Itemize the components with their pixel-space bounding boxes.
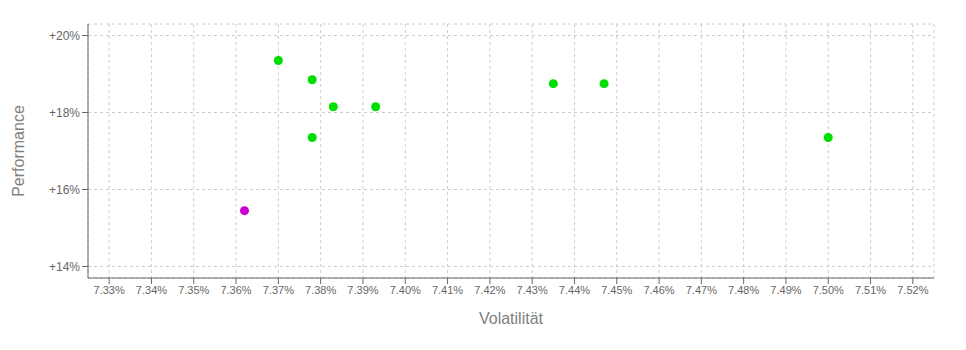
svg-text:7.39%: 7.39% (347, 284, 378, 296)
svg-text:7.38%: 7.38% (305, 284, 336, 296)
svg-text:7.37%: 7.37% (263, 284, 294, 296)
svg-text:Volatilität: Volatilität (479, 310, 544, 327)
svg-text:7.35%: 7.35% (178, 284, 209, 296)
svg-text:Performance: Performance (10, 105, 27, 197)
svg-text:7.45%: 7.45% (601, 284, 632, 296)
svg-text:7.51%: 7.51% (855, 284, 886, 296)
svg-text:7.33%: 7.33% (94, 284, 125, 296)
svg-text:+20%: +20% (49, 29, 80, 43)
svg-text:7.47%: 7.47% (686, 284, 717, 296)
svg-text:7.34%: 7.34% (136, 284, 167, 296)
svg-text:7.52%: 7.52% (897, 284, 928, 296)
svg-text:7.44%: 7.44% (559, 284, 590, 296)
svg-text:7.41%: 7.41% (432, 284, 463, 296)
svg-text:7.46%: 7.46% (643, 284, 674, 296)
svg-text:7.43%: 7.43% (517, 284, 548, 296)
svg-text:7.49%: 7.49% (770, 284, 801, 296)
svg-text:7.48%: 7.48% (728, 284, 759, 296)
svg-text:7.36%: 7.36% (220, 284, 251, 296)
svg-text:+14%: +14% (49, 260, 80, 274)
svg-text:7.40%: 7.40% (390, 284, 421, 296)
svg-text:7.42%: 7.42% (474, 284, 505, 296)
svg-text:+16%: +16% (49, 183, 80, 197)
svg-text:+18%: +18% (49, 106, 80, 120)
svg-text:7.50%: 7.50% (813, 284, 844, 296)
